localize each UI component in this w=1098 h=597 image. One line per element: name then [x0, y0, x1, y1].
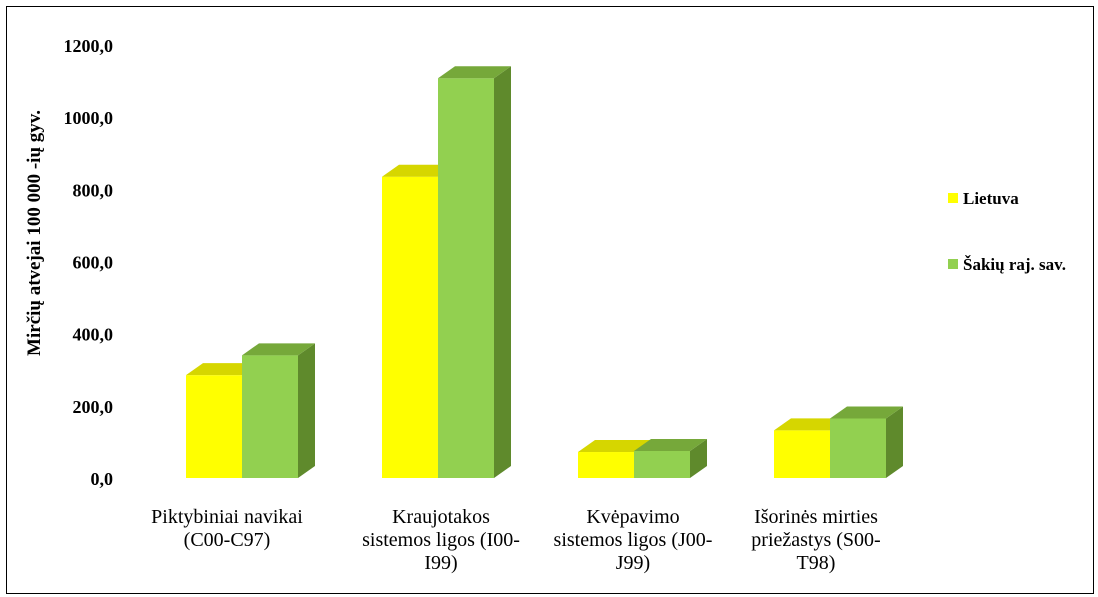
- x-category-label-line: Piktybiniai navikai: [151, 506, 303, 528]
- y-axis-title: Mirčių atvejai 100 000 -ių gyv.: [24, 110, 45, 356]
- x-category-label-line: Kraujotakos: [392, 506, 490, 528]
- y-tick-label: 200,0: [73, 397, 114, 417]
- legend: Lietuva Šakių raj. sav.: [948, 189, 1066, 274]
- bar-front: [774, 430, 830, 478]
- y-tick-label: 800,0: [73, 180, 114, 200]
- x-category-label-line: sistemos ligos (J00-: [554, 529, 713, 551]
- bar-top: [774, 418, 847, 431]
- bar-side: [298, 343, 315, 478]
- x-category-label: Piktybiniai navikai (C00-C97): [151, 506, 303, 551]
- legend-label: Lietuva: [963, 189, 1019, 208]
- x-category-label-line: T98): [797, 552, 836, 574]
- bar-top: [242, 343, 315, 356]
- x-category-label-line: I99): [424, 552, 457, 574]
- bar-side: [886, 406, 903, 478]
- bar-side: [690, 438, 707, 478]
- x-category-label-line: priežastys (S00-: [751, 529, 880, 551]
- x-category-label: Kvėpavimo sistemos ligos (J00-J99): [554, 506, 713, 574]
- bar-top: [438, 66, 511, 79]
- bar-sakiu-1: [438, 66, 511, 479]
- bars: [186, 66, 903, 479]
- x-category-label-line: Išorinės mirties: [754, 506, 878, 528]
- x-category-label-line: Kvėpavimo: [586, 506, 679, 528]
- x-category-label-line: (C00-C97): [184, 529, 271, 551]
- y-tick-label: 0,0: [91, 469, 114, 489]
- y-tick-label: 400,0: [73, 325, 114, 345]
- y-axis-ticks: 0,0 200,0 400,0 600,0 800,0 1000,0 1200,0: [64, 36, 114, 489]
- legend-label: Šakių raj. sav.: [963, 255, 1066, 274]
- bar-top: [830, 406, 903, 419]
- bar-sakiu-3: [830, 406, 903, 478]
- x-category-label: Išorinės mirties priežastys (S00-T98): [751, 506, 880, 574]
- y-tick-label: 1000,0: [64, 108, 114, 128]
- bar-top: [382, 164, 455, 177]
- chart-frame: [6, 6, 1094, 594]
- y-tick-label: 1200,0: [64, 36, 114, 56]
- legend-swatch: [948, 259, 958, 269]
- bar-front: [578, 452, 634, 478]
- bar-front: [382, 176, 438, 478]
- bar-sakiu-0: [242, 343, 315, 478]
- bar-front: [242, 355, 298, 478]
- bar-front: [186, 375, 242, 478]
- bar-top: [578, 440, 651, 453]
- bar-top: [186, 363, 259, 376]
- legend-swatch: [948, 193, 958, 203]
- bar-side: [494, 66, 511, 479]
- legend-item: Šakių raj. sav.: [948, 255, 1066, 274]
- bar-sakiu-2: [634, 438, 707, 478]
- y-tick-label: 600,0: [73, 253, 114, 273]
- x-category-label-line: sistemos ligos (I00-: [362, 529, 520, 551]
- legend-item: Lietuva: [948, 189, 1019, 208]
- y-axis-title-group: Mirčių atvejai 100 000 -ių gyv.: [24, 110, 45, 356]
- bar-front: [634, 450, 690, 478]
- bar-front: [438, 78, 494, 479]
- x-axis-category-labels: Piktybiniai navikai (C00-C97)Kraujotakos s…: [151, 506, 881, 574]
- bar-top: [634, 438, 707, 451]
- x-category-label-line: J99): [616, 552, 650, 574]
- x-category-label: Kraujotakos sistemos ligos (I00-I99): [362, 506, 520, 574]
- bar-front: [830, 418, 886, 478]
